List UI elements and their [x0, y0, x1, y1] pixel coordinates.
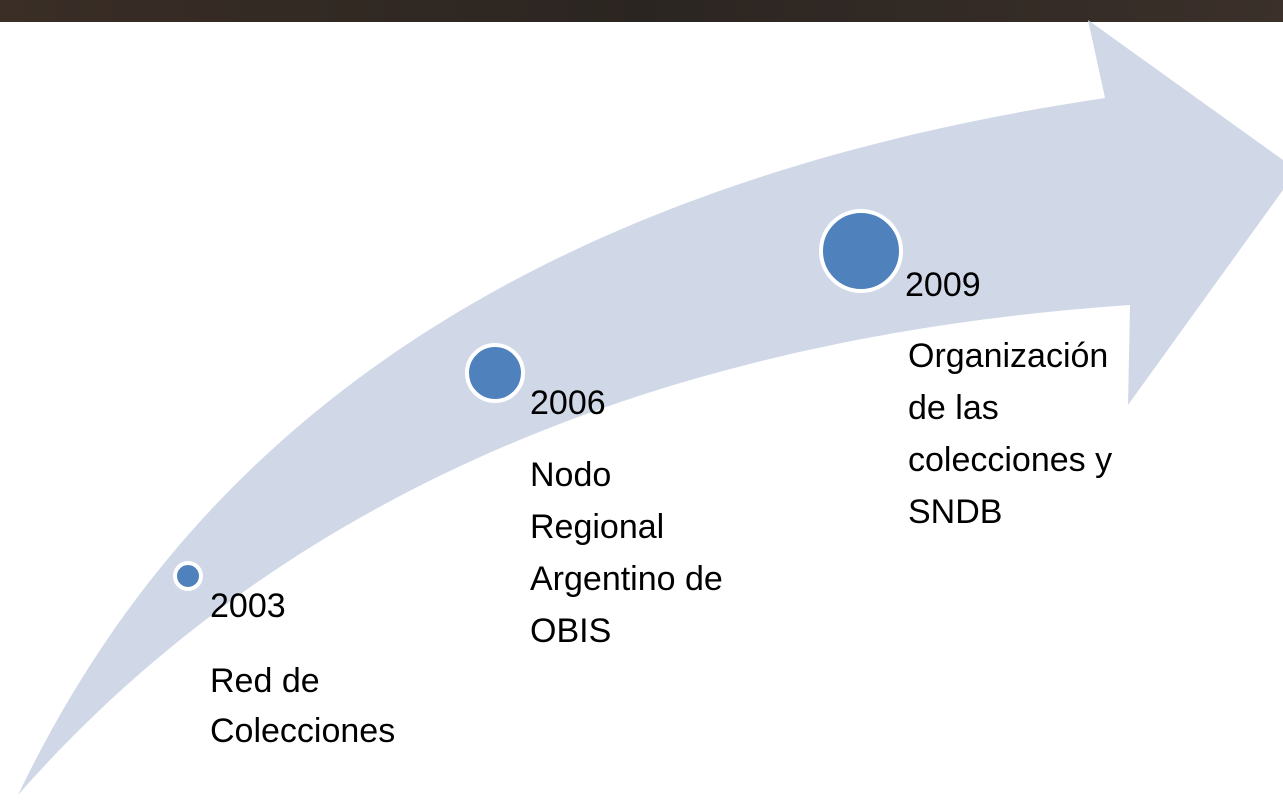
- milestone-description: Argentino de: [530, 560, 723, 598]
- header-band: [0, 0, 1283, 22]
- milestone-dot: [821, 211, 901, 291]
- milestone-description: Organización: [908, 337, 1108, 375]
- milestone-description: OBIS: [530, 612, 611, 650]
- milestone-description: Regional: [530, 508, 664, 546]
- milestone-dot: [175, 563, 201, 589]
- milestone-description: de las: [908, 389, 999, 427]
- milestone-description: Nodo: [530, 456, 611, 494]
- milestone-description: Colecciones: [210, 712, 395, 750]
- milestone-description: SNDB: [908, 493, 1002, 531]
- timeline-arrow: [18, 20, 1283, 795]
- slide: 2003 Red de Colecciones 2006 Nodo Regional Arg…: [0, 0, 1283, 803]
- milestone-dot: [467, 345, 523, 401]
- milestone-year: 2003: [210, 587, 286, 625]
- milestone-description: colecciones y: [908, 441, 1112, 479]
- milestone-year: 2009: [905, 266, 981, 304]
- milestone-description: Red de: [210, 662, 320, 700]
- milestone-year: 2006: [530, 384, 606, 422]
